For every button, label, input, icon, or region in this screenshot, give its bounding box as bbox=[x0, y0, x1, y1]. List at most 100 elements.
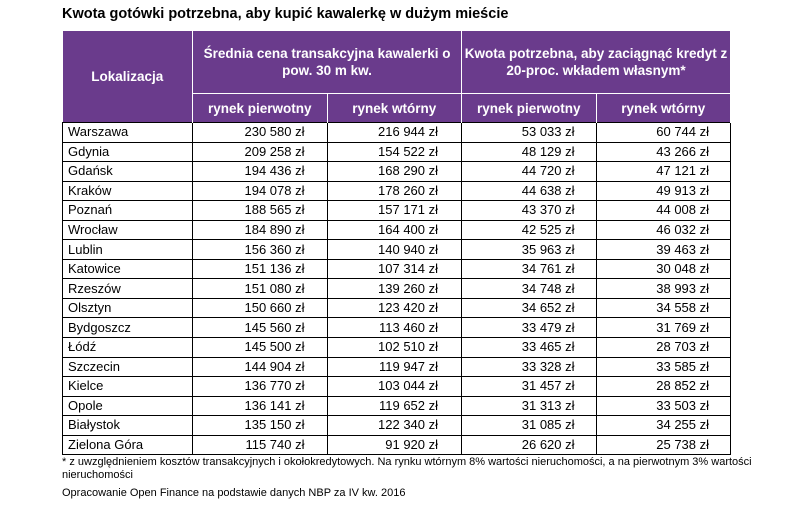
cell-value: 30 048 zł bbox=[595, 258, 732, 280]
footnote: * z uwzględnieniem kosztów transakcyjnyc… bbox=[62, 456, 752, 481]
cell-location: Łódź bbox=[62, 337, 193, 358]
cell-location: Białystok bbox=[62, 415, 193, 436]
cell-value: 34 255 zł bbox=[595, 415, 732, 436]
table-row: Łódź 145 500 zł 102 510 zł 33 465 zł 28 703 … bbox=[62, 337, 732, 358]
cell-value: 34 761 zł bbox=[461, 258, 597, 280]
cell-value: 35 963 zł bbox=[461, 239, 597, 260]
cell-value: 157 171 zł bbox=[326, 200, 463, 221]
table-row: Gdynia 209 258 zł 154 522 zł 48 129 zł 43 26… bbox=[62, 141, 732, 163]
cell-value: 44 008 zł bbox=[595, 200, 732, 221]
cell-value: 47 121 zł bbox=[595, 161, 732, 182]
cell-value: 156 360 zł bbox=[192, 239, 328, 260]
cell-value: 33 328 zł bbox=[461, 356, 597, 378]
cell-value: 115 740 zł bbox=[192, 434, 328, 456]
cell-value: 168 290 zł bbox=[326, 161, 463, 182]
header-group-required-amount: Kwota potrzebna, aby zaciągnąć kredyt z … bbox=[461, 31, 732, 94]
cell-value: 178 260 zł bbox=[326, 180, 463, 202]
table-row: Poznań 188 565 zł 157 171 zł 43 370 zł 44 00… bbox=[62, 200, 732, 221]
table-row: Gdańsk 194 436 zł 168 290 zł 44 720 zł 47 12… bbox=[62, 161, 732, 182]
cell-value: 33 479 zł bbox=[461, 317, 597, 339]
table-row: Olsztyn 150 660 zł 123 420 zł 34 652 zł 34 5… bbox=[62, 297, 732, 319]
cell-value: 25 738 zł bbox=[595, 434, 732, 456]
cell-value: 145 560 zł bbox=[192, 317, 328, 339]
table-title: Kwota gotówki potrzebna, aby kupić kawal… bbox=[62, 6, 509, 22]
cell-value: 151 136 zł bbox=[192, 258, 328, 280]
cell-value: 43 266 zł bbox=[595, 141, 732, 163]
cell-value: 33 503 zł bbox=[595, 395, 732, 417]
cell-location: Gdynia bbox=[62, 141, 193, 163]
cell-value: 34 558 zł bbox=[595, 297, 732, 319]
cell-location: Katowice bbox=[62, 258, 193, 280]
header-location: Lokalizacja bbox=[62, 31, 193, 123]
cell-value: 38 993 zł bbox=[595, 278, 732, 299]
cell-value: 122 340 zł bbox=[326, 415, 463, 436]
cell-value: 91 920 zł bbox=[326, 434, 463, 456]
cell-value: 31 085 zł bbox=[461, 415, 597, 436]
table-row: Białystok 135 150 zł 122 340 zł 31 085 zł 34… bbox=[62, 415, 732, 436]
cell-location: Warszawa bbox=[62, 122, 193, 143]
cell-location: Kielce bbox=[62, 376, 193, 397]
cell-value: 194 078 zł bbox=[192, 180, 328, 202]
data-table: Lokalizacja Średnia cena transakcyjna ka… bbox=[62, 31, 732, 456]
table-row: Szczecin 144 904 zł 119 947 zł 33 328 zł 33 … bbox=[62, 356, 732, 378]
header-primary-market: rynek pierwotny bbox=[192, 93, 328, 123]
header-primary-market: rynek pierwotny bbox=[461, 93, 597, 123]
cell-value: 135 150 zł bbox=[192, 415, 328, 436]
cell-value: 184 890 zł bbox=[192, 219, 328, 241]
header-secondary-market: rynek wtórny bbox=[595, 93, 732, 123]
cell-value: 140 940 zł bbox=[326, 239, 463, 260]
cell-value: 33 585 zł bbox=[595, 356, 732, 378]
cell-value: 31 769 zł bbox=[595, 317, 732, 339]
cell-value: 28 852 zł bbox=[595, 376, 732, 397]
cell-value: 53 033 zł bbox=[461, 122, 597, 143]
table-row: Wrocław 184 890 zł 164 400 zł 42 525 zł 46 0… bbox=[62, 219, 732, 241]
cell-location: Zielona Góra bbox=[62, 434, 193, 456]
source-note: Opracowanie Open Finance na podstawie da… bbox=[62, 487, 406, 499]
cell-location: Wrocław bbox=[62, 219, 193, 241]
cell-value: 31 313 zł bbox=[461, 395, 597, 417]
cell-value: 48 129 zł bbox=[461, 141, 597, 163]
cell-value: 102 510 zł bbox=[326, 337, 463, 358]
cell-value: 150 660 zł bbox=[192, 297, 328, 319]
table-row: Kielce 136 770 zł 103 044 zł 31 457 zł 28 85… bbox=[62, 376, 732, 397]
cell-value: 123 420 zł bbox=[326, 297, 463, 319]
cell-value: 194 436 zł bbox=[192, 161, 328, 182]
cell-value: 209 258 zł bbox=[192, 141, 328, 163]
cell-value: 164 400 zł bbox=[326, 219, 463, 241]
cell-value: 216 944 zł bbox=[326, 122, 463, 143]
table-row: Zielona Góra 115 740 zł 91 920 zł 26 620 zł… bbox=[62, 434, 732, 456]
header-secondary-market: rynek wtórny bbox=[326, 93, 463, 123]
cell-value: 33 465 zł bbox=[461, 337, 597, 358]
table-row: Kraków 194 078 zł 178 260 zł 44 638 zł 49 91… bbox=[62, 180, 732, 202]
cell-value: 31 457 zł bbox=[461, 376, 597, 397]
cell-location: Opole bbox=[62, 395, 193, 417]
table-body: Warszawa 230 580 zł 216 944 zł 53 033 zł 60 … bbox=[62, 122, 732, 456]
cell-value: 145 500 zł bbox=[192, 337, 328, 358]
cell-value: 144 904 zł bbox=[192, 356, 328, 378]
table-row: Rzeszów 151 080 zł 139 260 zł 34 748 zł 38 9… bbox=[62, 278, 732, 299]
cell-location: Rzeszów bbox=[62, 278, 193, 299]
cell-value: 103 044 zł bbox=[326, 376, 463, 397]
table-row: Katowice 151 136 zł 107 314 zł 34 761 zł 30 … bbox=[62, 258, 732, 280]
cell-location: Bydgoszcz bbox=[62, 317, 193, 339]
table-header: Lokalizacja Średnia cena transakcyjna ka… bbox=[62, 31, 732, 123]
cell-value: 42 525 zł bbox=[461, 219, 597, 241]
table-row: Lublin 156 360 zł 140 940 zł 35 963 zł 39 46… bbox=[62, 239, 732, 260]
cell-value: 26 620 zł bbox=[461, 434, 597, 456]
cell-location: Kraków bbox=[62, 180, 193, 202]
table-row: Warszawa 230 580 zł 216 944 zł 53 033 zł 60 … bbox=[62, 122, 732, 143]
cell-value: 139 260 zł bbox=[326, 278, 463, 299]
table-row: Bydgoszcz 145 560 zł 113 460 zł 33 479 zł 31… bbox=[62, 317, 732, 339]
cell-value: 28 703 zł bbox=[595, 337, 732, 358]
cell-value: 230 580 zł bbox=[192, 122, 328, 143]
cell-value: 136 141 zł bbox=[192, 395, 328, 417]
cell-value: 49 913 zł bbox=[595, 180, 732, 202]
cell-value: 113 460 zł bbox=[326, 317, 463, 339]
cell-value: 136 770 zł bbox=[192, 376, 328, 397]
cell-value: 34 748 zł bbox=[461, 278, 597, 299]
cell-value: 151 080 zł bbox=[192, 278, 328, 299]
cell-location: Poznań bbox=[62, 200, 193, 221]
cell-location: Lublin bbox=[62, 239, 193, 260]
cell-location: Gdańsk bbox=[62, 161, 193, 182]
cell-value: 44 720 zł bbox=[461, 161, 597, 182]
